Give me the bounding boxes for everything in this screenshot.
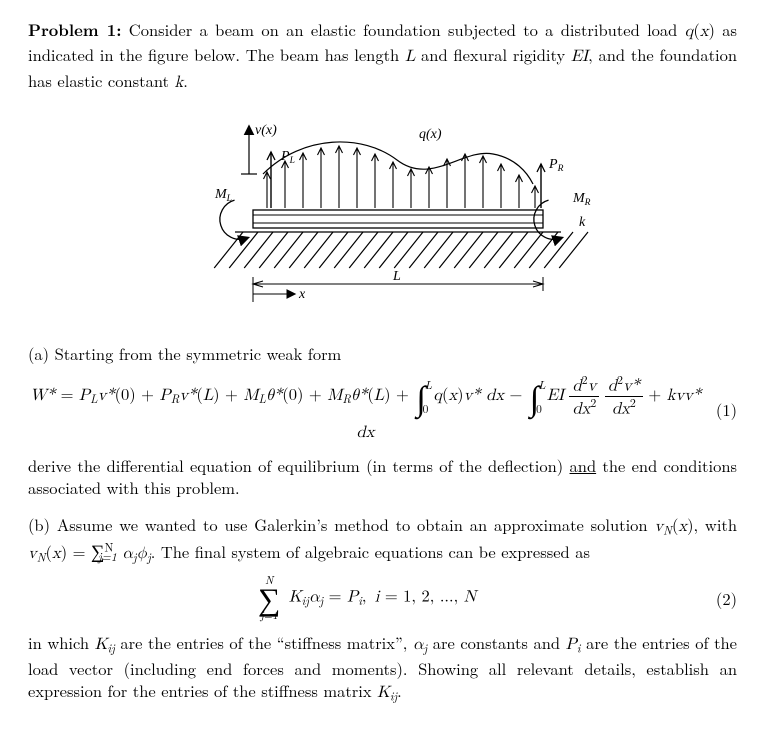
integral-2-icon: ∫0L <box>530 381 540 412</box>
beam-figure: q(x) v(x)PL PR ML MR k Lx <box>28 112 737 316</box>
fraction-d2vstar: d2v* dx2 <box>605 374 643 419</box>
svg-text:L: L <box>392 269 401 284</box>
svg-text:k: k <box>579 215 586 230</box>
beam-diagram-svg: q(x) v(x)PL PR ML MR k Lx <box>163 112 603 312</box>
svg-text:PR: PR <box>548 157 564 174</box>
part-b-outro: in which Kij are the entries of the “sti… <box>28 631 737 704</box>
fraction-d2v: d2v dx2 <box>569 374 599 419</box>
sum-icon: N ∑ j=1 <box>258 575 280 621</box>
problem-intro: Problem 1: Consider a beam on an elastic… <box>28 18 737 94</box>
part-a-outro-1: derive the differential equation of equi… <box>28 453 570 477</box>
part-a-outro: derive the differential equation of equi… <box>28 454 737 499</box>
svg-text:PL: PL <box>280 149 295 166</box>
part-a-lead: (a) Starting from the symmetric weak for… <box>28 342 737 364</box>
equation-2: N ∑ j=1 Kijαj = Pi, i = 1, 2, ..., N (2) <box>28 575 737 621</box>
svg-text:q(x): q(x) <box>419 127 442 142</box>
svg-text:v(x): v(x) <box>255 123 277 138</box>
integral-1-icon: ∫0L <box>416 381 426 412</box>
equation-1: W* = PLv*(0) + PRv*(L) + MLθ*(0) + MRθ*(… <box>28 374 737 444</box>
svg-text:MR: MR <box>572 191 591 208</box>
eq2-number: (2) <box>703 587 737 609</box>
part-a-and: and <box>570 453 597 477</box>
svg-text:x: x <box>298 287 306 302</box>
svg-text:ML: ML <box>214 187 232 204</box>
eq1-number: (1) <box>703 398 737 420</box>
problem-label: Problem 1: <box>28 17 121 41</box>
part-b-lead: (b) Assume we wanted to use Galerkin’s m… <box>28 513 737 566</box>
